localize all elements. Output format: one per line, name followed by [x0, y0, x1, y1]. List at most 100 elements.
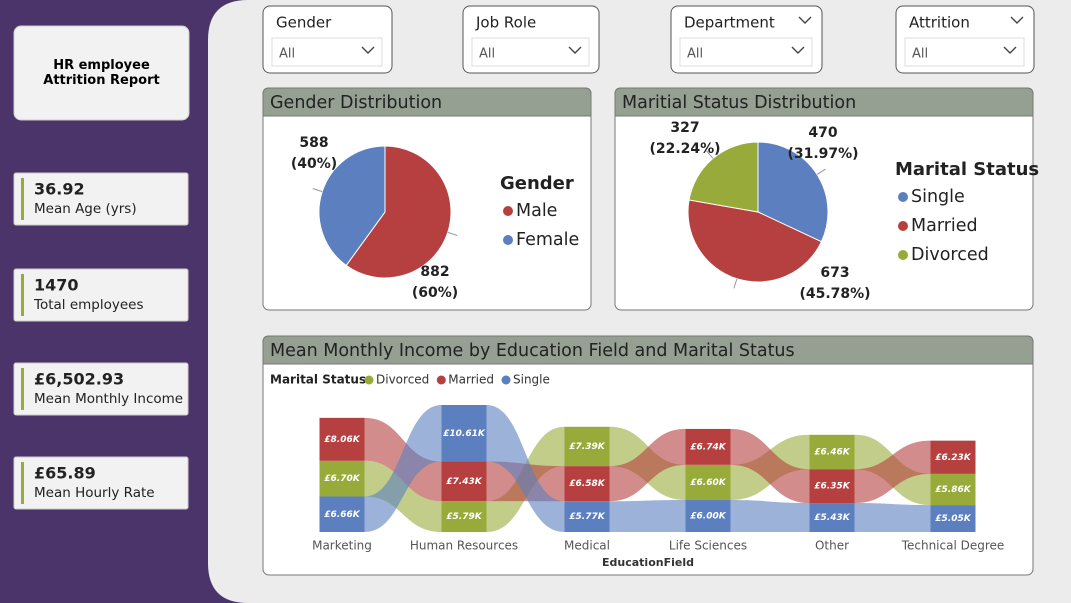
legend-dot: [503, 235, 513, 245]
pie-slice: [688, 141, 759, 213]
data-label: £5.77K: [569, 512, 605, 522]
data-label-percent: (40%): [291, 156, 337, 172]
legend-label: Married: [448, 373, 494, 387]
kpi-value: £6,502.93: [34, 370, 124, 389]
ribbon-bar: [809, 503, 855, 532]
filter-value: All: [912, 47, 928, 62]
data-label: £6.58K: [569, 479, 605, 489]
filter-dropdown[interactable]: [271, 37, 383, 67]
report-title: HR employee Attrition Report: [43, 58, 160, 88]
filter-dropdown[interactable]: [471, 37, 590, 67]
legend-dot: [501, 375, 511, 385]
leader-line: [312, 188, 323, 193]
chart-header: [262, 87, 592, 117]
ribbon: [609, 428, 686, 502]
data-label: 470: [808, 125, 837, 141]
kpi-card: [13, 362, 189, 416]
legend-label: Male: [516, 201, 557, 221]
dropdown-chevron[interactable]: [568, 46, 582, 54]
filter-dropdown[interactable]: [904, 37, 1025, 67]
filter-chevron[interactable]: [798, 16, 812, 24]
kpi-label: Mean Monthly Income: [34, 391, 183, 407]
kpi-card: [13, 172, 189, 226]
ribbon-bar: [564, 426, 610, 467]
ribbon: [486, 405, 565, 532]
data-label: £6.60K: [690, 478, 726, 488]
title-wrap: HR employee Attrition Report: [43, 58, 160, 88]
leader-line: [816, 168, 826, 175]
data-label: £6.70K: [324, 474, 360, 484]
kpi-value: 36.92: [34, 180, 85, 199]
legend-label: Single: [911, 187, 965, 207]
data-label: £6.00K: [690, 512, 726, 522]
ribbon-bar: [809, 469, 855, 504]
x-tick-label: Marketing: [312, 539, 372, 553]
filter-chevron[interactable]: [1010, 16, 1024, 24]
filter-value: All: [479, 47, 495, 62]
ribbon-bar: [930, 505, 976, 532]
data-label: £7.39K: [569, 442, 605, 452]
legend-dot: [436, 375, 446, 385]
data-label: £6.23K: [935, 453, 971, 463]
chart-title: Mean Monthly Income by Education Field a…: [270, 341, 795, 361]
ribbon-bar: [319, 417, 365, 461]
pie-slice: [687, 199, 823, 283]
x-tick-label: Medical: [564, 539, 610, 553]
data-label: £6.74K: [690, 442, 726, 452]
dropdown-chevron[interactable]: [791, 46, 805, 54]
data-label-percent: (45.78%): [799, 286, 870, 302]
x-tick-label: Technical Degree: [901, 539, 1005, 553]
x-tick-label: Life Sciences: [669, 539, 747, 553]
dropdown-chevron[interactable]: [361, 46, 375, 54]
chart-header: [614, 87, 1034, 117]
ribbon-bar: [685, 500, 731, 532]
data-label: 327: [670, 120, 699, 136]
data-label: £6.35K: [814, 482, 850, 492]
chart-header: [262, 335, 1034, 365]
kpi-accent: [21, 274, 24, 316]
kpi-value: 1470: [34, 276, 79, 295]
legend-title: Marital Status: [895, 159, 1039, 180]
kpi-accent: [21, 178, 24, 220]
kpi-accent: [21, 462, 24, 504]
ribbon: [609, 500, 686, 532]
data-label: £5.05K: [935, 514, 971, 524]
filter-value: All: [279, 47, 295, 62]
ribbon-bar: [319, 460, 365, 497]
legend-title: Gender: [500, 173, 574, 194]
ribbon: [854, 440, 931, 504]
kpi-label: Mean Hourly Rate: [34, 485, 155, 501]
data-label: £6.66K: [324, 510, 360, 520]
ribbon-bar: [441, 501, 487, 532]
pie-slice: [318, 145, 386, 267]
filter-label: Job Role: [475, 14, 536, 32]
filter-dropdown[interactable]: [679, 37, 813, 67]
chart-title: Maritial Status Distribution: [622, 93, 856, 113]
ribbon-bar: [809, 434, 855, 470]
chart-title: Gender Distribution: [270, 93, 442, 113]
legend-label: Divorced: [376, 373, 429, 387]
data-label: £6.46K: [814, 448, 850, 458]
legend-title: Marital Status: [270, 373, 366, 387]
legend-label: Married: [911, 216, 978, 236]
kpi-label: Total employees: [33, 297, 144, 313]
data-label: £5.79K: [446, 512, 482, 522]
x-axis-label: EducationField: [602, 556, 694, 569]
legend-dot: [503, 206, 513, 216]
x-tick-label: Other: [815, 539, 849, 553]
data-label: 882: [420, 264, 449, 280]
ribbons: [364, 405, 931, 532]
dropdown-chevron[interactable]: [1003, 46, 1017, 54]
ribbon-bar: [930, 440, 976, 474]
ribbon-bar: [564, 501, 610, 532]
ribbon: [730, 500, 810, 532]
legend-dot: [898, 221, 908, 231]
ribbon-bar: [930, 473, 976, 506]
kpi-card: [13, 456, 189, 510]
ribbon-bar: [441, 461, 487, 502]
ribbon: [730, 428, 810, 504]
data-label: £10.61K: [443, 429, 486, 439]
title-card: [13, 25, 190, 121]
kpi-value: £65.89: [34, 464, 96, 483]
